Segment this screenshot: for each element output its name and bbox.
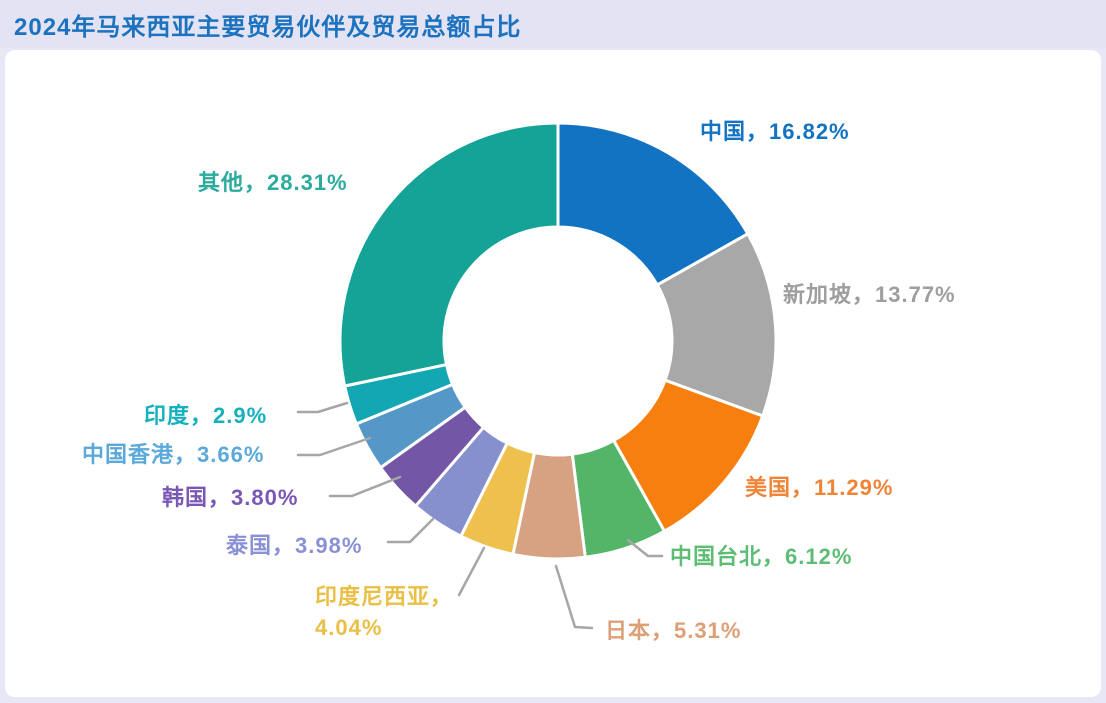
pie-slice-其他[interactable]	[338, 121, 560, 388]
leader-line-印度尼西亚	[457, 546, 486, 597]
leader-line-韩国	[328, 475, 402, 498]
leader-line-中国台北	[626, 538, 664, 558]
title-bar: 2024年马来西亚主要贸易伙伴及贸易总额占比	[0, 0, 1106, 48]
pie-slice-中国[interactable]	[556, 121, 750, 287]
leader-line-泰国	[386, 517, 435, 544]
leader-line-中国香港	[296, 436, 372, 457]
leader-line-印度	[296, 401, 349, 414]
page-title: 2024年马来西亚主要贸易伙伴及贸易总额占比	[14, 13, 522, 41]
leader-line-日本	[554, 564, 594, 630]
